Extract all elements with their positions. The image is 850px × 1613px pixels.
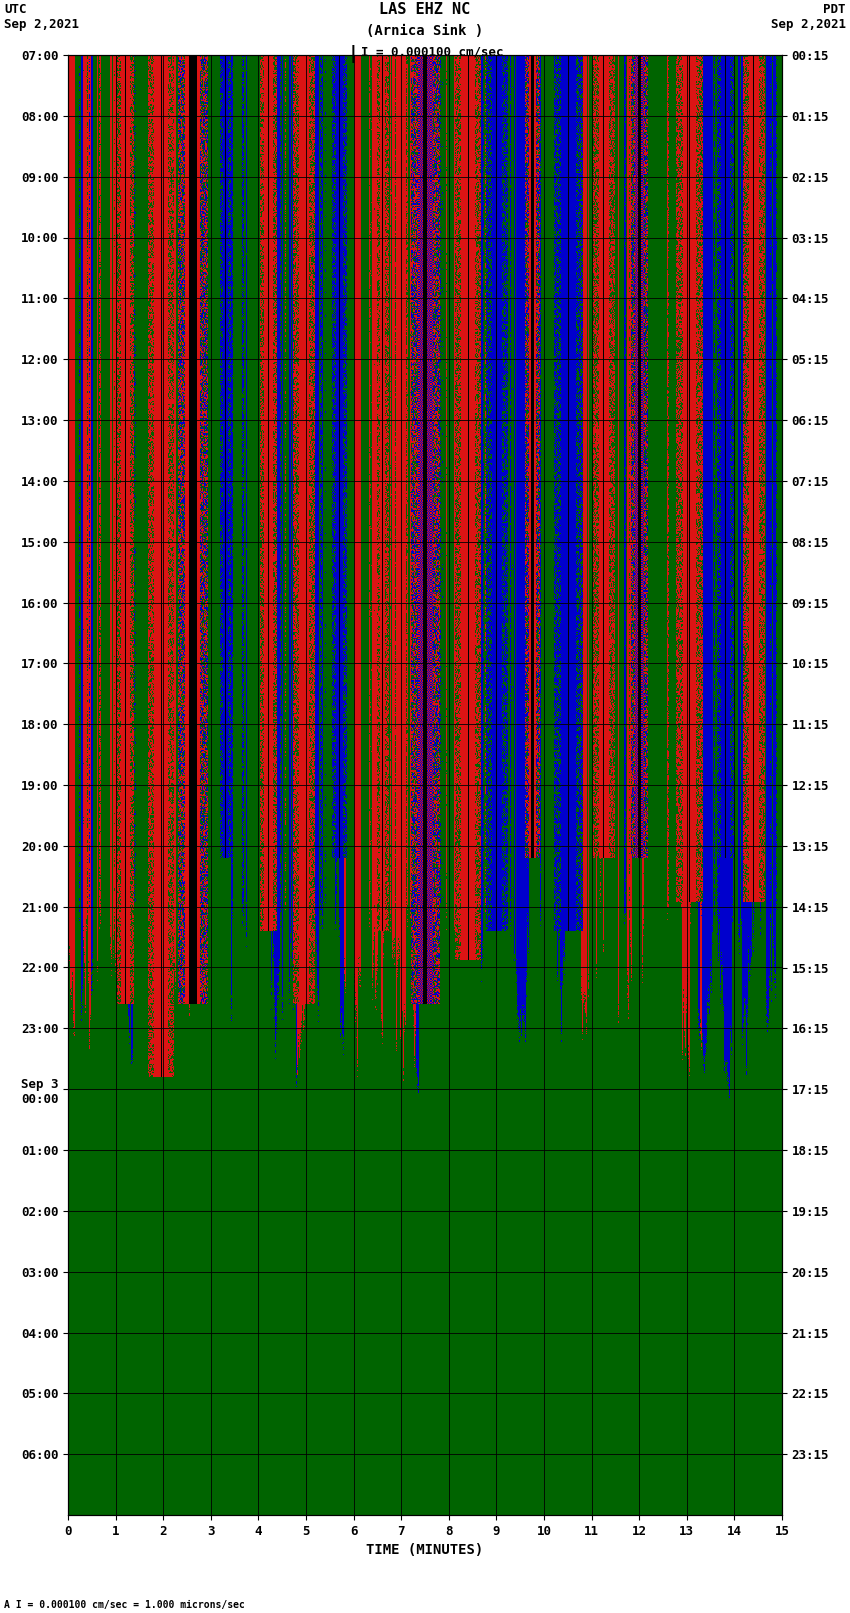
Text: |: | [348, 45, 358, 63]
Text: PDT
Sep 2,2021: PDT Sep 2,2021 [771, 3, 846, 31]
X-axis label: TIME (MINUTES): TIME (MINUTES) [366, 1544, 484, 1557]
Text: A I = 0.000100 cm/sec = 1.000 microns/sec: A I = 0.000100 cm/sec = 1.000 microns/se… [4, 1600, 245, 1610]
Text: (Arnica Sink ): (Arnica Sink ) [366, 24, 484, 39]
Text: LAS EHZ NC: LAS EHZ NC [379, 2, 471, 16]
Text: I = 0.000100 cm/sec: I = 0.000100 cm/sec [361, 45, 504, 58]
Text: UTC
Sep 2,2021: UTC Sep 2,2021 [4, 3, 79, 31]
